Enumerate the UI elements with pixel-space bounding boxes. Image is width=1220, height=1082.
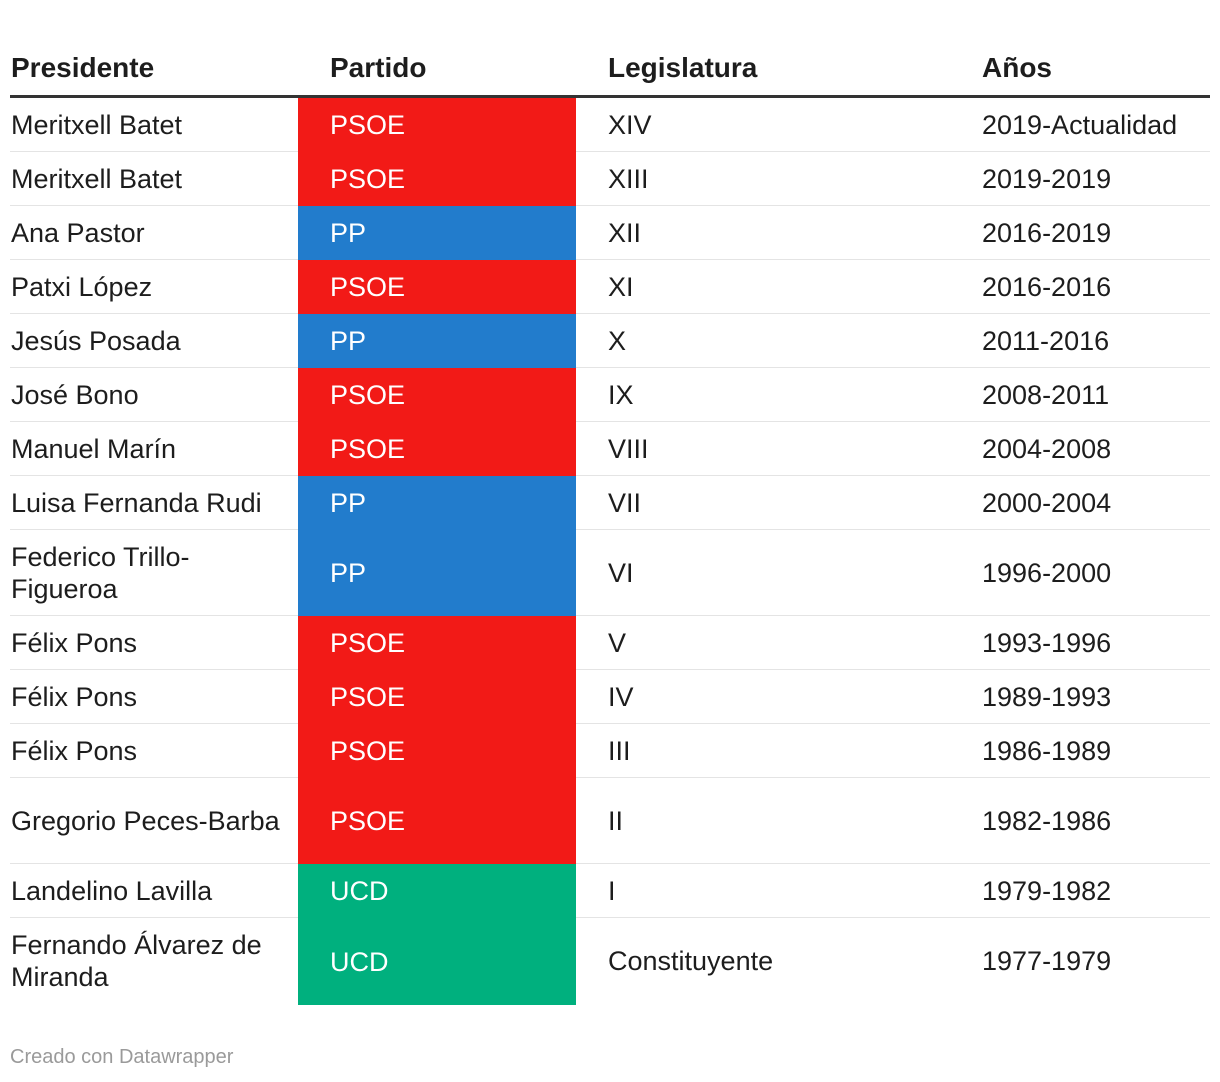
years-cell: 1977-1979 xyxy=(982,946,1112,976)
president-cell: Fernando Álvarez de Miranda xyxy=(11,930,262,992)
table-row: Ana Pastor PP XII 2016-2019 xyxy=(10,206,1210,260)
years-cell: 1996-2000 xyxy=(982,557,1112,588)
years-cell: 1989-1993 xyxy=(982,681,1112,712)
party-cell: PP xyxy=(298,206,576,260)
president-cell: Jesús Posada xyxy=(11,325,181,356)
table-row: Félix Pons PSOE III 1986-1989 xyxy=(10,724,1210,778)
party-cell: PSOE xyxy=(298,260,576,314)
header-years[interactable]: Años xyxy=(982,51,1052,83)
legislature-cell: I xyxy=(608,875,616,906)
legislature-cell: XIV xyxy=(608,109,652,140)
years-cell: 1979-1982 xyxy=(982,875,1112,906)
legislature-cell: IV xyxy=(608,681,634,712)
legislature-cell: Constituyente xyxy=(608,946,774,976)
legislature-cell: XII xyxy=(608,217,642,248)
table-row: Félix Pons PSOE V 1993-1996 xyxy=(10,616,1210,670)
legislature-cell: VI xyxy=(608,557,634,588)
legislature-cell: X xyxy=(608,325,627,356)
president-cell: Patxi López xyxy=(11,271,153,302)
party-cell: PSOE xyxy=(298,670,576,724)
table-row: Meritxell Batet PSOE XIII 2019-2019 xyxy=(10,152,1210,206)
years-cell: 2016-2016 xyxy=(982,271,1112,302)
table-row: José Bono PSOE IX 2008-2011 xyxy=(10,368,1210,422)
legislature-cell: III xyxy=(608,735,631,766)
years-cell: 2004-2008 xyxy=(982,433,1112,464)
president-cell: José Bono xyxy=(11,379,139,410)
header-president[interactable]: Presidente xyxy=(11,51,155,83)
years-cell: 1993-1996 xyxy=(982,627,1112,658)
president-cell: Meritxell Batet xyxy=(11,163,183,194)
president-cell: Federico Trillo-Figueroa xyxy=(11,541,190,604)
table-row: Meritxell Batet PSOE XIV 2019-Actualidad xyxy=(10,98,1210,152)
party-cell: PSOE xyxy=(298,98,576,152)
table-row: Gregorio Peces-Barba PSOE II 1982-1986 xyxy=(10,778,1210,864)
president-cell: Félix Pons xyxy=(11,681,138,712)
years-cell: 2016-2019 xyxy=(982,217,1112,248)
header-party[interactable]: Partido xyxy=(330,51,427,83)
party-cell: UCD xyxy=(298,864,576,918)
president-cell: Landelino Lavilla xyxy=(11,875,213,906)
legislature-cell: V xyxy=(608,627,627,658)
table-header: Presidente Partido Legislatura Años xyxy=(10,40,1210,98)
years-cell: 2019-2019 xyxy=(982,163,1112,194)
years-cell: 2000-2004 xyxy=(982,487,1112,518)
party-cell: UCD xyxy=(298,918,576,1005)
president-cell: Meritxell Batet xyxy=(11,109,183,140)
party-cell: PP xyxy=(298,314,576,368)
legislature-cell: IX xyxy=(608,379,634,410)
table-row: Federico Trillo-Figueroa PP VI 1996-2000 xyxy=(10,530,1210,616)
table-row: Manuel Marín PSOE VIII 2004-2008 xyxy=(10,422,1210,476)
years-cell: 1986-1989 xyxy=(982,735,1112,766)
party-cell: PSOE xyxy=(298,778,576,864)
presidents-table: Presidente Partido Legislatura Años Meri… xyxy=(10,40,1210,1005)
president-cell: Manuel Marín xyxy=(11,433,177,464)
years-cell: 1982-1986 xyxy=(982,805,1112,836)
header-legislature[interactable]: Legislatura xyxy=(608,51,758,83)
party-cell: PSOE xyxy=(298,724,576,778)
party-cell: PP xyxy=(298,476,576,530)
legislature-cell: XI xyxy=(608,271,634,302)
table-row: Luisa Fernanda Rudi PP VII 2000-2004 xyxy=(10,476,1210,530)
table-row: Félix Pons PSOE IV 1989-1993 xyxy=(10,670,1210,724)
party-cell: PP xyxy=(298,530,576,616)
table-row: Jesús Posada PP X 2011-2016 xyxy=(10,314,1210,368)
legislature-cell: II xyxy=(608,805,624,836)
table-row: Landelino Lavilla UCD I 1979-1982 xyxy=(10,864,1210,918)
president-cell: Luisa Fernanda Rudi xyxy=(11,487,262,518)
president-cell: Ana Pastor xyxy=(11,217,145,248)
president-cell: Gregorio Peces-Barba xyxy=(11,805,280,836)
table-row: Patxi López PSOE XI 2016-2016 xyxy=(10,260,1210,314)
years-cell: 2008-2011 xyxy=(982,379,1110,410)
party-cell: PSOE xyxy=(298,422,576,476)
president-cell: Félix Pons xyxy=(11,735,138,766)
president-cell: Félix Pons xyxy=(11,627,138,658)
party-cell: PSOE xyxy=(298,152,576,206)
party-cell: PSOE xyxy=(298,368,576,422)
legislature-cell: VII xyxy=(608,487,642,518)
years-cell: 2019-Actualidad xyxy=(982,109,1178,140)
legislature-cell: VIII xyxy=(608,433,649,464)
legislature-cell: XIII xyxy=(608,163,649,194)
years-cell: 2011-2016 xyxy=(982,325,1110,356)
party-cell: PSOE xyxy=(298,616,576,670)
datawrapper-credit[interactable]: Creado con Datawrapper xyxy=(10,1046,234,1068)
table-row: Fernando Álvarez de Miranda UCD Constitu… xyxy=(10,918,1210,1005)
